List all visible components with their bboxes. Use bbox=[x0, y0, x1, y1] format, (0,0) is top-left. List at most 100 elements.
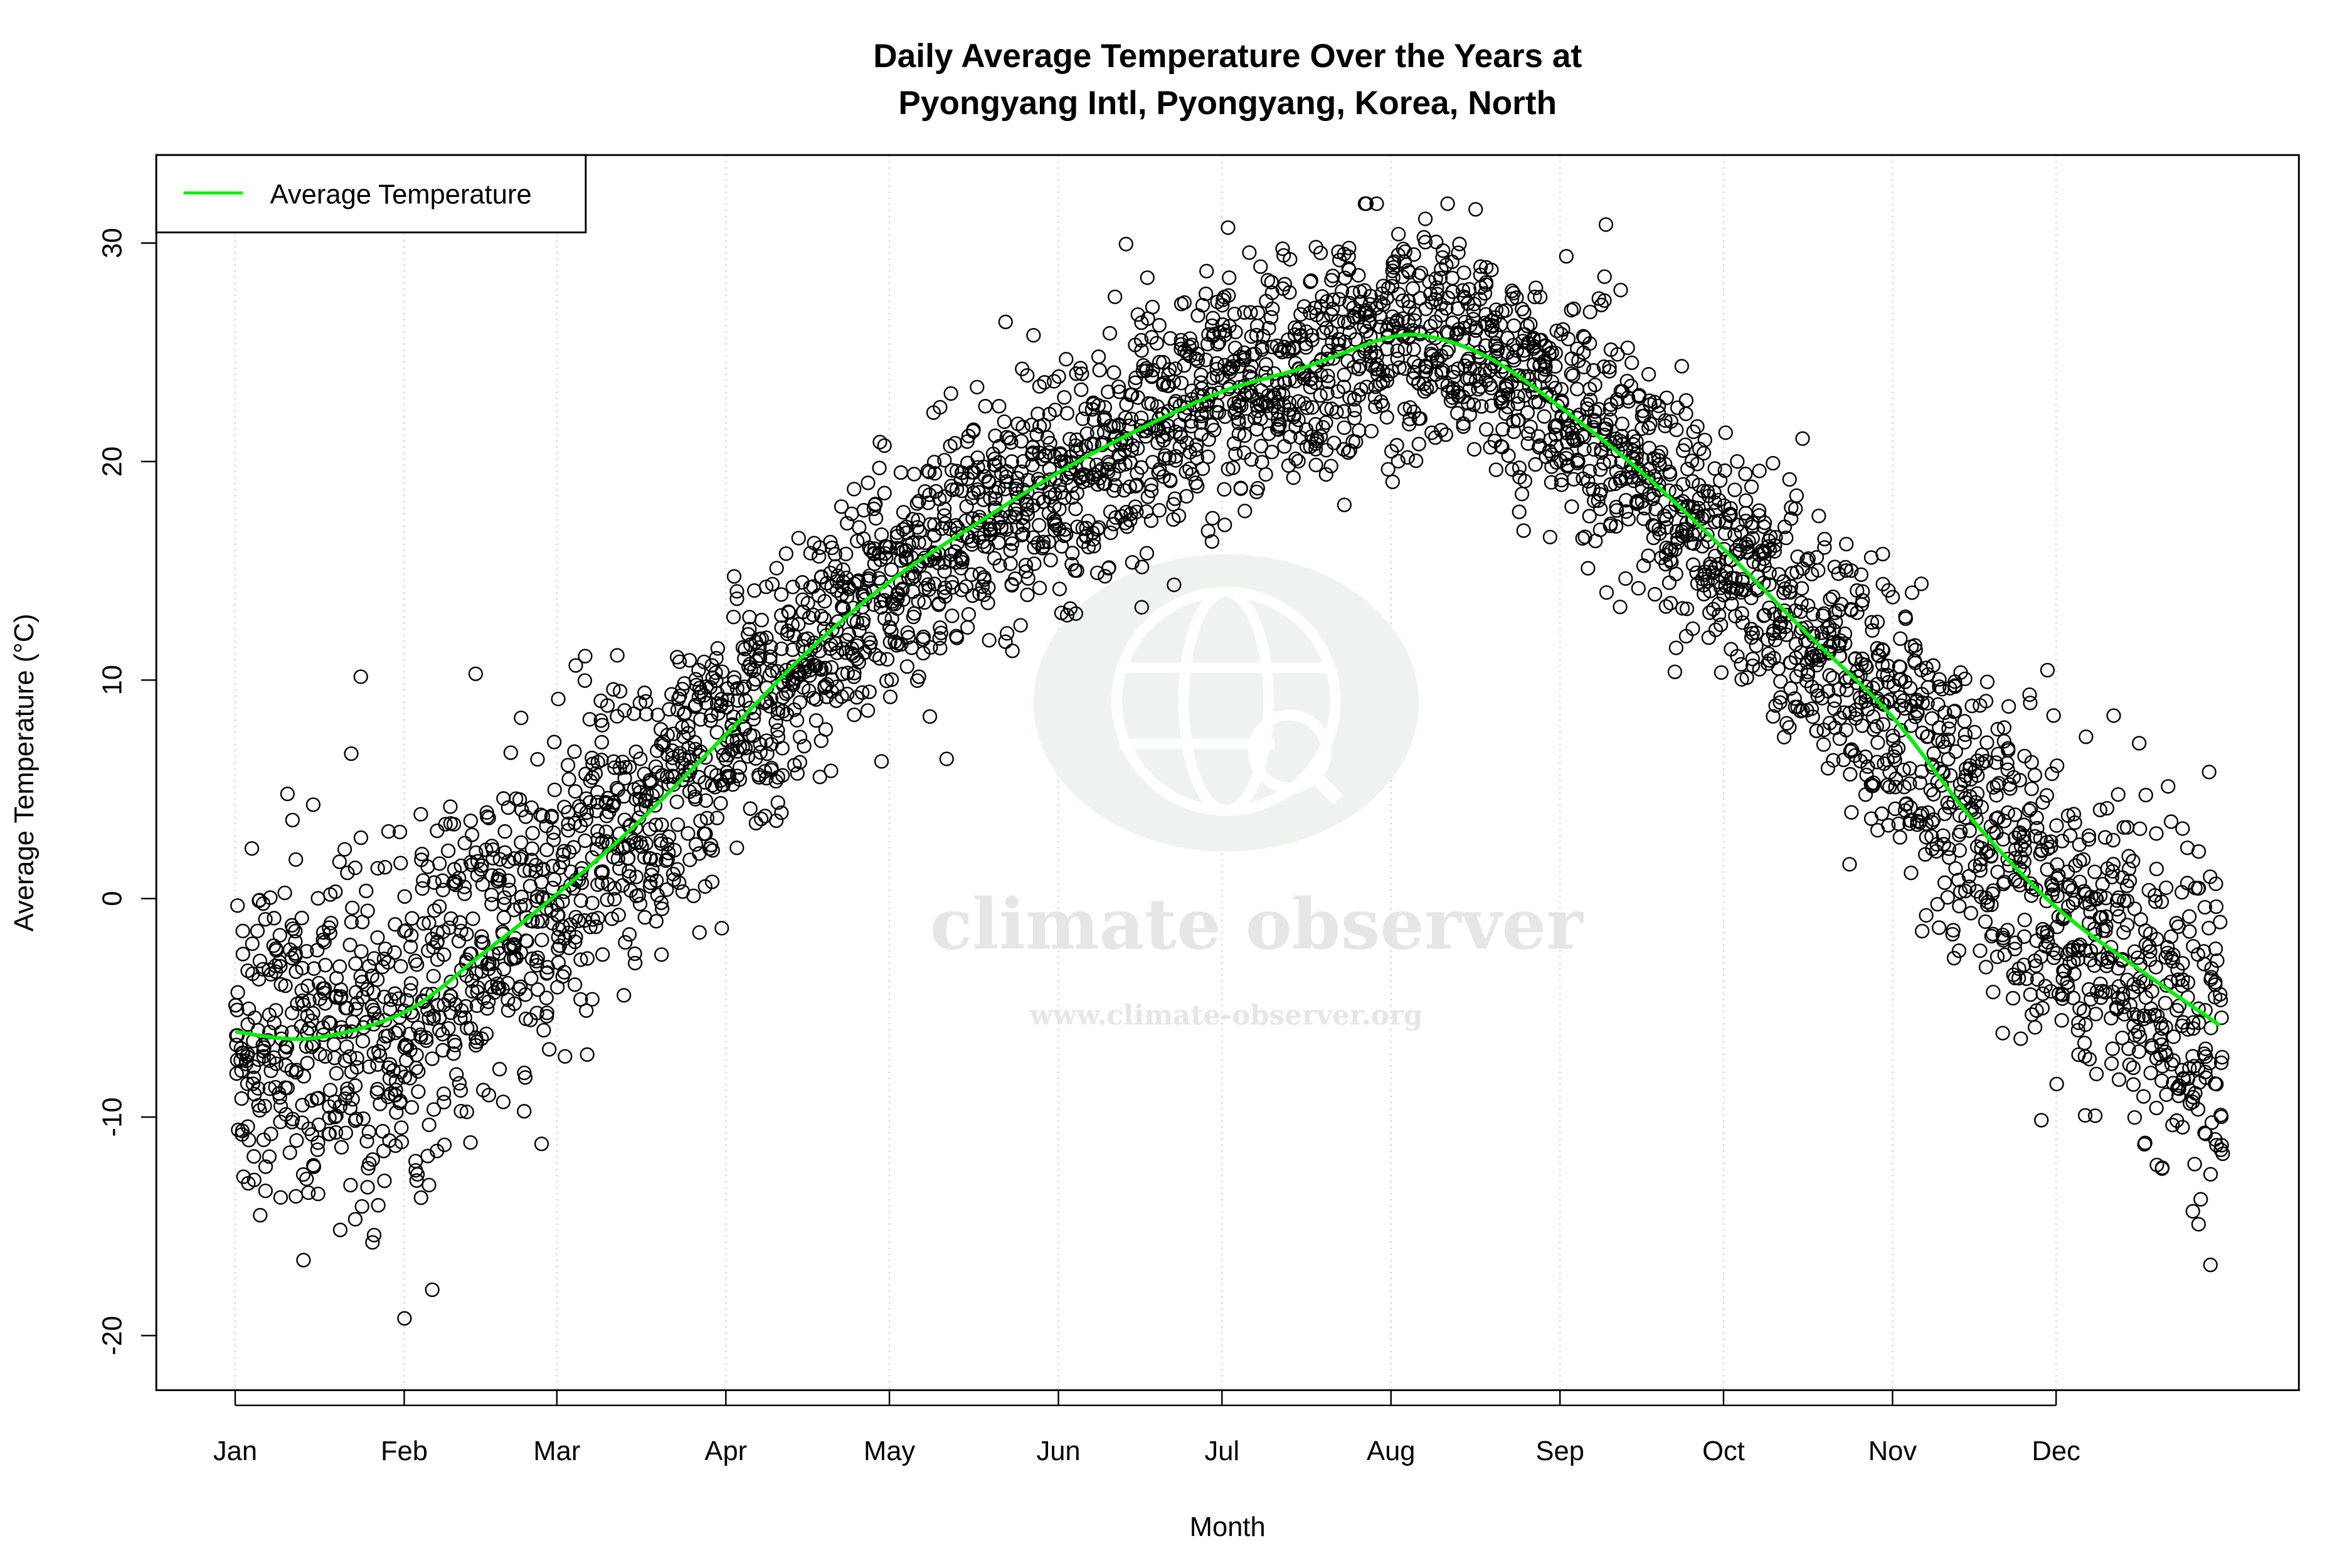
data-point bbox=[437, 947, 452, 962]
data-point bbox=[970, 460, 985, 475]
data-point bbox=[778, 546, 793, 561]
data-point bbox=[1598, 217, 1614, 232]
data-point bbox=[1816, 606, 1831, 621]
data-point bbox=[813, 608, 829, 623]
data-point bbox=[1542, 346, 1557, 362]
x-axis-label: Month bbox=[1190, 1512, 1266, 1542]
data-point bbox=[1564, 366, 1579, 381]
data-point bbox=[599, 834, 614, 849]
data-point bbox=[2050, 871, 2065, 886]
data-point bbox=[238, 1056, 254, 1072]
data-point bbox=[1451, 245, 1466, 260]
data-point bbox=[1286, 407, 1301, 423]
data-point bbox=[1369, 196, 1384, 211]
data-point bbox=[2187, 1157, 2202, 1172]
data-point bbox=[1864, 615, 1879, 630]
data-point bbox=[792, 695, 808, 710]
data-point bbox=[2065, 882, 2080, 898]
data-point bbox=[662, 702, 677, 717]
data-point bbox=[2109, 893, 2125, 908]
data-point bbox=[1826, 753, 1841, 768]
data-point bbox=[1658, 599, 1673, 614]
data-point bbox=[1794, 581, 1809, 596]
data-point bbox=[229, 1028, 244, 1043]
data-point bbox=[459, 1104, 474, 1120]
data-point bbox=[1892, 659, 1907, 674]
legend-label: Average Temperature bbox=[270, 180, 532, 210]
data-point bbox=[2191, 844, 2206, 859]
data-point bbox=[1468, 323, 1483, 338]
data-point bbox=[1390, 343, 1405, 358]
data-point bbox=[1228, 447, 1243, 462]
data-point bbox=[1613, 282, 1628, 298]
data-point bbox=[1679, 601, 1695, 617]
data-point bbox=[1713, 473, 1728, 488]
data-point bbox=[981, 580, 996, 595]
data-point bbox=[361, 1059, 377, 1074]
data-point bbox=[1256, 329, 1271, 344]
data-point bbox=[1941, 841, 1956, 856]
data-point bbox=[1374, 394, 1389, 409]
data-point bbox=[748, 815, 764, 830]
data-point bbox=[1032, 379, 1047, 394]
data-point bbox=[1308, 442, 1323, 457]
data-point bbox=[1820, 761, 1836, 776]
data-point bbox=[1805, 709, 1820, 724]
data-point bbox=[1560, 331, 1576, 347]
data-point bbox=[582, 712, 597, 727]
data-point bbox=[627, 946, 642, 961]
data-point bbox=[1570, 433, 1585, 448]
data-point bbox=[2008, 807, 2023, 822]
data-point bbox=[2126, 1060, 2141, 1076]
data-point bbox=[1973, 857, 1988, 872]
data-point bbox=[2005, 990, 2021, 1006]
data-point bbox=[2169, 1003, 2185, 1018]
data-point bbox=[1691, 501, 1706, 516]
data-point bbox=[1091, 349, 1106, 364]
data-point bbox=[1722, 507, 1737, 522]
data-point bbox=[1345, 285, 1360, 300]
data-point bbox=[1685, 527, 1700, 542]
data-point bbox=[1957, 773, 1972, 788]
data-point bbox=[1795, 431, 1810, 446]
data-point bbox=[632, 896, 648, 911]
data-point bbox=[1809, 657, 1825, 673]
data-point bbox=[1182, 339, 1197, 354]
data-point bbox=[323, 1016, 338, 1031]
data-point bbox=[1118, 236, 1133, 252]
data-point bbox=[1168, 448, 1184, 464]
data-point bbox=[1782, 472, 1797, 487]
data-point bbox=[1727, 482, 1742, 497]
data-point bbox=[470, 854, 485, 869]
data-point bbox=[1986, 883, 2001, 898]
data-point bbox=[1768, 698, 1783, 713]
data-point bbox=[1599, 585, 1614, 600]
data-point bbox=[1967, 724, 1982, 740]
data-point bbox=[397, 889, 412, 904]
data-point bbox=[1258, 357, 1274, 372]
data-point bbox=[1412, 411, 1428, 426]
data-point bbox=[647, 798, 663, 813]
data-point bbox=[394, 1120, 409, 1135]
data-point bbox=[1484, 262, 1499, 277]
data-point bbox=[882, 635, 898, 650]
data-point bbox=[556, 844, 571, 859]
data-point bbox=[1244, 371, 1259, 386]
data-point bbox=[296, 1069, 311, 1084]
data-point bbox=[1941, 732, 1956, 748]
data-point bbox=[2038, 939, 2053, 954]
data-point bbox=[1272, 342, 1288, 358]
data-point bbox=[2149, 1100, 2164, 1116]
data-point bbox=[1291, 412, 1306, 428]
data-point bbox=[1614, 416, 1629, 432]
data-point bbox=[282, 1145, 297, 1160]
x-tick-label: Feb bbox=[381, 1436, 428, 1466]
data-point bbox=[1438, 427, 1453, 442]
data-point bbox=[1182, 331, 1197, 346]
data-point bbox=[1351, 388, 1367, 403]
data-point bbox=[353, 969, 368, 984]
data-point bbox=[1452, 236, 1467, 252]
data-point bbox=[590, 795, 605, 810]
data-point bbox=[585, 896, 600, 911]
data-point bbox=[415, 847, 430, 862]
